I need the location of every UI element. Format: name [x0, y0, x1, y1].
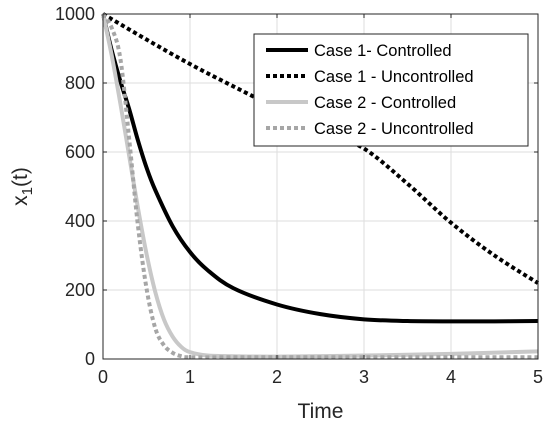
- y-tick-label: 1000: [55, 4, 95, 24]
- series-line-1: [101, 13, 539, 324]
- ticks: 0 1 2 3 4 5 0 200 400 600 800 1000: [55, 4, 543, 387]
- legend: Case 1- Controlled Case 1 - Uncontrolled C…: [253, 33, 529, 147]
- x-tick-label: 2: [272, 367, 282, 387]
- legend-label-2: Case 1 - Uncontrolled: [314, 68, 474, 86]
- x-axis-title: Time: [298, 400, 344, 423]
- legend-box: [253, 33, 529, 147]
- legend-label-4: Case 2 - Uncontrolled: [314, 120, 474, 138]
- y-axis-title: x1(t): [9, 167, 36, 206]
- y-axis-title-main: x: [9, 195, 32, 206]
- x-tick-label: 1: [185, 367, 195, 387]
- legend-label-3: Case 2 - Controlled: [314, 94, 456, 112]
- y-tick-label: 600: [65, 142, 95, 162]
- legend-label-1: Case 1- Controlled: [314, 42, 452, 60]
- series-line-4: [101, 12, 538, 360]
- plot-frame: [102, 13, 539, 360]
- y-axis-title-subscript: 1: [19, 187, 36, 195]
- x-tick-label: 5: [533, 367, 543, 387]
- x-tick-label: 4: [446, 367, 456, 387]
- x-tick-label: 0: [98, 367, 108, 387]
- x-tick-label: 3: [359, 367, 369, 387]
- y-tick-label: 0: [85, 349, 95, 369]
- y-axis-title-suffix: (t): [9, 167, 32, 187]
- y-tick-label: 200: [65, 280, 95, 300]
- y-tick-label: 800: [65, 73, 95, 93]
- y-tick-label: 400: [65, 211, 95, 231]
